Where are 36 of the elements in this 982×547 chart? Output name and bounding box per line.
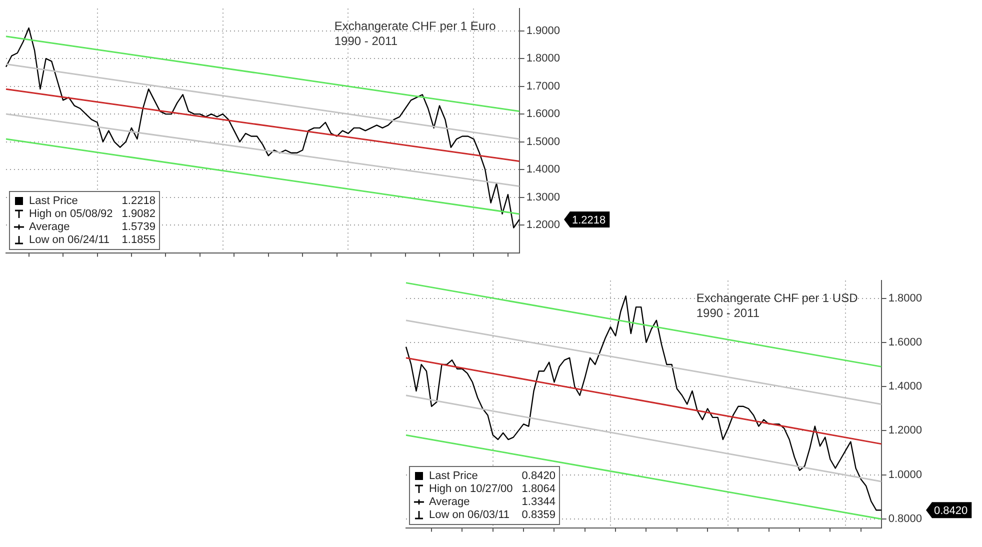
y-tick-label: 1.6000 [888,336,922,348]
text: 1.2218 [572,214,606,227]
text: 1990 - 2011 [696,306,761,321]
y-tick-label: 1.0000 [888,468,922,481]
y-tick-label: 1.4000 [888,380,922,393]
y-tick-label: 1.2000 [526,219,560,232]
annotation: 1.8064 [520,482,556,495]
annotation: 1.9082 [120,208,156,220]
annotation: Last Price [29,194,79,207]
annotation: 0.8359 [520,508,556,521]
y-tick-label: 1.3000 [526,191,560,204]
annotation: Low on 06/03/11 [429,508,511,521]
y-tick-label: 1.8000 [526,52,560,65]
y-tick-label: 1.5000 [526,136,560,148]
text: Exchangerate CHF per 1 USD [696,290,858,306]
y-tick-label: 1.7000 [526,80,560,92]
text: 0.8420 [934,505,968,518]
annotation: 1.3344 [520,496,556,508]
annotation: Low on 06/24/11 [29,234,111,246]
annotation: 1.5739 [120,220,156,233]
y-tick-label: 1.8000 [888,292,922,304]
annotation: 1.2218 [120,194,156,207]
y-tick-label: 1.4000 [526,164,560,176]
annotation: Average [429,496,471,508]
y-tick-label: 1.2000 [888,424,922,437]
annotation: Last Price [429,470,479,482]
annotation: Average [29,220,71,233]
y-tick-label: 0.8000 [888,513,922,526]
text: Exchangerate CHF per 1 Euro [334,18,496,34]
annotation: High on 10/27/00 [429,482,513,495]
y-tick-label: 1.6000 [526,108,560,120]
annotation: 0.8420 [520,470,556,482]
annotation: 1.1855 [120,234,156,246]
y-tick-label: 1.9000 [526,24,560,37]
text: 1990 - 2011 [334,34,399,49]
annotation: High on 05/08/92 [29,208,113,220]
